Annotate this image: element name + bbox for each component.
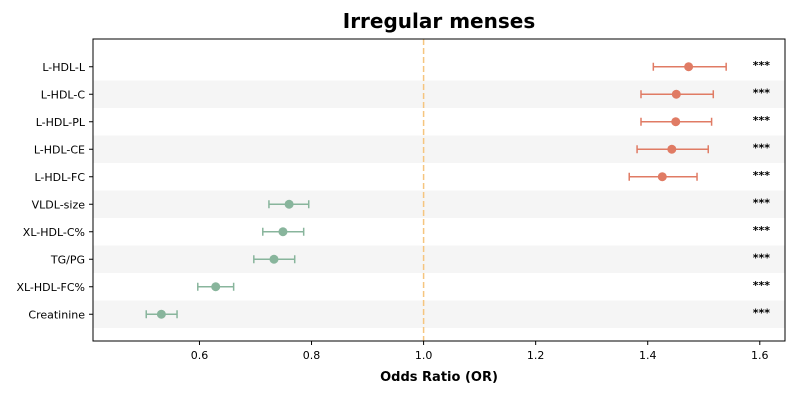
or-point	[684, 62, 694, 72]
y-tick-label: Creatinine	[28, 308, 85, 321]
y-tick-label: XL-HDL-C%	[23, 226, 85, 239]
significance-label: ***	[753, 196, 771, 209]
significance-label: ***	[753, 141, 771, 154]
x-tick-label: 1.6	[751, 349, 769, 362]
y-axis: L-HDL-L L-HDL-C L-HDL-PL L-HDL-CE L-HDL-FC VL…	[16, 61, 93, 321]
significance-label: ***	[753, 114, 771, 127]
or-point	[671, 89, 681, 99]
y-tick-label: L-HDL-PL	[36, 116, 86, 129]
y-tick-label: L-HDL-FC	[34, 171, 85, 184]
or-point	[156, 309, 166, 319]
or-point	[211, 282, 221, 292]
significance-label: ***	[753, 306, 771, 319]
significance-label: ***	[753, 224, 771, 237]
or-point	[284, 199, 294, 209]
or-point	[667, 144, 677, 154]
x-tick-label: 1.0	[415, 349, 433, 362]
y-tick-label: TG/PG	[50, 253, 85, 266]
y-tick-label: VLDL-size	[32, 198, 86, 211]
y-tick-label: L-HDL-C	[41, 88, 86, 101]
x-tick-label: 0.6	[191, 349, 209, 362]
or-point	[269, 254, 279, 264]
significance-label: ***	[753, 169, 771, 182]
significance-label: ***	[753, 251, 771, 264]
row-band	[93, 245, 785, 273]
y-tick-label: L-HDL-L	[42, 61, 86, 74]
significance-label: ***	[753, 86, 771, 99]
x-tick-label: 0.8	[303, 349, 321, 362]
x-axis-label: Odds Ratio (OR)	[380, 370, 498, 385]
or-point	[671, 117, 681, 127]
x-tick-label: 1.4	[639, 349, 657, 362]
y-tick-label: XL-HDL-FC%	[16, 281, 85, 294]
x-axis: 0.6 0.8 1.0 1.2 1.4 1.6	[191, 341, 769, 362]
chart-title: Irregular menses	[342, 9, 536, 33]
data-marks: *** *** *** *** *** *** *** *** *** ***	[145, 59, 771, 319]
significance-label: ***	[753, 279, 771, 292]
row-bands	[93, 80, 785, 328]
x-tick-label: 1.2	[527, 349, 545, 362]
row-band	[93, 300, 785, 328]
significance-label: ***	[753, 59, 771, 72]
row-band	[93, 190, 785, 218]
or-point	[657, 172, 667, 182]
plot-frame	[92, 38, 786, 342]
or-point	[278, 227, 288, 237]
y-tick-label: L-HDL-CE	[34, 143, 85, 156]
